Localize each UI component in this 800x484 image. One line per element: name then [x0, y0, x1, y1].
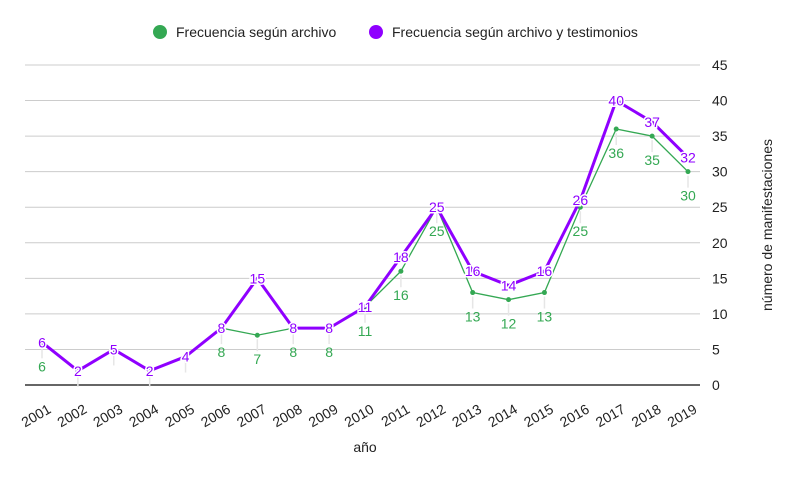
- data-point-archivo: [649, 133, 655, 139]
- data-label-archivo: 8: [325, 344, 333, 360]
- data-label-archivo: 8: [218, 344, 226, 360]
- series-line-testimonios: [41, 99, 690, 373]
- data-label-testimonios: 6: [38, 334, 46, 350]
- x-tick-label: 2019: [665, 401, 700, 431]
- data-label-archivo: 36: [608, 145, 624, 161]
- x-tick-label: 2007: [234, 401, 269, 431]
- data-point-archivo: [577, 204, 583, 210]
- x-tick-label: 2014: [485, 401, 520, 431]
- x-tick-label: 2018: [629, 401, 664, 431]
- data-label-testimonios: 18: [393, 249, 409, 265]
- data-label-archivo: 16: [393, 287, 409, 303]
- x-tick-label: 2001: [19, 401, 54, 431]
- x-tick-label: 2008: [270, 401, 305, 431]
- y-tick-label: 35: [712, 128, 728, 144]
- data-label-archivo: 30: [680, 188, 696, 204]
- x-axis-ticks: 2001 2002 2003 2004 2005 2006 2007 2008 2009 2010…: [19, 401, 700, 431]
- legend: Frecuencia según archivo Frecuencia según…: [153, 24, 638, 40]
- data-label-testimonios: 16: [537, 263, 553, 279]
- data-label-archivo: 13: [465, 309, 481, 325]
- y-tick-label: 15: [712, 270, 728, 286]
- y-tick-label: 5: [712, 341, 720, 357]
- data-label-archivo: 12: [501, 316, 517, 332]
- x-axis-title: año: [353, 439, 377, 455]
- data-label-archivo: 25: [573, 223, 589, 239]
- data-label-testimonios: 16: [465, 263, 481, 279]
- y-tick-label: 40: [712, 93, 728, 109]
- y-axis-ticks: 0 5 10 15 20 25 30 35 40 45: [712, 57, 728, 393]
- data-label-archivo: 25: [429, 223, 445, 239]
- data-point-archivo: [685, 169, 691, 175]
- data-label-testimonios: 14: [501, 277, 517, 293]
- data-label-archivo: 35: [644, 152, 660, 168]
- x-tick-label: 2002: [54, 401, 89, 431]
- data-label-testimonios: 26: [573, 192, 589, 208]
- x-tick-label: 2004: [126, 401, 161, 431]
- gridlines: [25, 64, 700, 386]
- data-label-testimonios: 11: [358, 299, 373, 315]
- legend-label: Frecuencia según archivo: [176, 24, 337, 40]
- legend-label: Frecuencia según archivo y testimonios: [392, 24, 638, 40]
- y-tick-label: 20: [712, 235, 728, 251]
- data-label-archivo: 13: [537, 309, 553, 325]
- x-tick-label: 2010: [342, 401, 377, 431]
- y-axis-title: número de manifestaciones: [759, 139, 775, 311]
- x-tick-label: 2017: [593, 401, 628, 431]
- y-tick-label: 45: [712, 57, 728, 73]
- data-label-testimonios: 32: [680, 149, 696, 165]
- data-label-testimonios: 4: [182, 349, 190, 365]
- data-label-testimonios: 2: [146, 363, 154, 379]
- x-tick-label: 2006: [198, 401, 233, 431]
- data-point-archivo: [541, 290, 547, 296]
- x-tick-label: 2005: [162, 401, 197, 431]
- data-point-archivo: [470, 290, 476, 296]
- data-label-testimonios: 2: [74, 363, 82, 379]
- data-point-archivo: [254, 332, 260, 338]
- data-label-testimonios: 15: [250, 270, 266, 286]
- legend-marker: [369, 25, 383, 39]
- data-point-archivo: [398, 268, 404, 274]
- data-label-testimonios: 40: [608, 93, 624, 109]
- data-label-testimonios: 8: [325, 320, 333, 336]
- x-tick-label: 2012: [413, 401, 448, 431]
- x-tick-label: 2011: [378, 401, 412, 430]
- data-label-archivo: 8: [289, 344, 297, 360]
- x-tick-label: 2003: [90, 401, 125, 431]
- y-tick-label: 30: [712, 164, 728, 180]
- y-tick-label: 0: [712, 377, 720, 393]
- data-label-archivo: 6: [38, 358, 46, 374]
- data-label-testimonios: 25: [429, 199, 445, 215]
- data-point-archivo: [506, 297, 512, 303]
- data-label-testimonios: 8: [289, 320, 297, 336]
- data-label-testimonios: 8: [218, 320, 226, 336]
- data-label-testimonios: 37: [644, 114, 660, 130]
- x-tick-label: 2009: [306, 401, 341, 431]
- data-point-archivo: [613, 126, 619, 132]
- x-tick-label: 2013: [449, 401, 484, 431]
- data-label-archivo: 7: [253, 351, 261, 367]
- data-label-testimonios: 5: [110, 341, 118, 357]
- y-tick-label: 10: [712, 306, 728, 322]
- x-tick-label: 2015: [521, 401, 556, 431]
- legend-marker: [153, 25, 167, 39]
- x-tick-label: 2016: [557, 401, 592, 431]
- y-tick-label: 25: [712, 199, 728, 215]
- data-label-archivo: 11: [358, 323, 373, 339]
